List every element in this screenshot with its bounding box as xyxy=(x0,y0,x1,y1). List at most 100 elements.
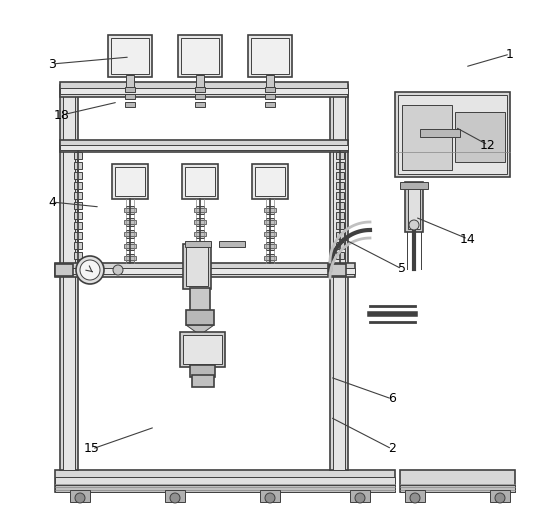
Bar xyxy=(333,85,345,470)
Bar xyxy=(74,222,82,229)
Bar xyxy=(265,102,275,107)
Bar xyxy=(264,208,276,212)
Bar xyxy=(266,218,274,226)
Bar xyxy=(126,75,134,87)
Bar xyxy=(196,206,204,214)
Bar xyxy=(74,242,82,249)
Bar xyxy=(60,88,348,94)
Bar xyxy=(408,185,420,229)
Bar xyxy=(126,230,134,238)
Bar xyxy=(336,212,344,219)
Polygon shape xyxy=(186,325,214,335)
Bar xyxy=(455,112,505,162)
Bar xyxy=(190,288,210,312)
Bar xyxy=(336,242,344,249)
Bar xyxy=(115,167,145,196)
Bar xyxy=(194,256,206,260)
Bar xyxy=(55,268,355,274)
Bar xyxy=(264,220,276,224)
Text: 14: 14 xyxy=(460,233,476,245)
Bar xyxy=(74,202,82,209)
Text: 15: 15 xyxy=(84,443,100,455)
Bar xyxy=(194,244,206,248)
Bar xyxy=(336,162,344,169)
Bar xyxy=(181,38,219,74)
Bar xyxy=(74,232,82,239)
Bar xyxy=(74,182,82,189)
Bar xyxy=(336,172,344,179)
Bar xyxy=(74,212,82,219)
Circle shape xyxy=(410,493,420,503)
Bar xyxy=(350,490,370,502)
Bar xyxy=(74,152,82,159)
Bar xyxy=(180,332,225,367)
Text: 18: 18 xyxy=(54,108,70,122)
Text: 3: 3 xyxy=(48,57,56,70)
Bar xyxy=(185,167,215,196)
Bar xyxy=(328,264,346,276)
Circle shape xyxy=(80,260,100,280)
Bar xyxy=(183,335,222,364)
Bar xyxy=(74,192,82,199)
Bar xyxy=(264,244,276,248)
Bar xyxy=(400,470,515,492)
Bar xyxy=(400,182,428,189)
Bar xyxy=(219,241,245,247)
Bar xyxy=(125,102,135,107)
Bar xyxy=(55,470,395,492)
Bar xyxy=(260,490,280,502)
Bar xyxy=(74,252,82,259)
Bar xyxy=(196,254,204,262)
Bar xyxy=(112,164,148,199)
Bar xyxy=(70,490,90,502)
Bar xyxy=(74,172,82,179)
Bar xyxy=(196,218,204,226)
Bar xyxy=(196,242,204,250)
Bar xyxy=(336,222,344,229)
Bar xyxy=(405,182,423,232)
Bar xyxy=(266,75,274,87)
Bar xyxy=(125,94,135,99)
Bar xyxy=(196,75,204,87)
Bar xyxy=(124,232,136,236)
Circle shape xyxy=(113,265,123,275)
Bar xyxy=(126,242,134,250)
Circle shape xyxy=(355,493,365,503)
Bar xyxy=(255,167,285,196)
Bar xyxy=(336,232,344,239)
Bar xyxy=(108,35,152,77)
Bar xyxy=(124,208,136,212)
Bar xyxy=(55,263,355,277)
Bar xyxy=(165,490,185,502)
Bar xyxy=(266,242,274,250)
Circle shape xyxy=(170,493,180,503)
Text: 5: 5 xyxy=(398,263,406,275)
Bar xyxy=(195,94,205,99)
Circle shape xyxy=(495,493,505,503)
Text: 6: 6 xyxy=(388,392,396,406)
Bar xyxy=(251,38,289,74)
Bar xyxy=(194,220,206,224)
Bar xyxy=(74,162,82,169)
Bar xyxy=(266,206,274,214)
Bar xyxy=(336,192,344,199)
Bar xyxy=(186,247,208,286)
Text: 2: 2 xyxy=(388,443,396,455)
Bar xyxy=(194,208,206,212)
Bar xyxy=(190,365,215,377)
Bar xyxy=(264,232,276,236)
Bar xyxy=(266,254,274,262)
Circle shape xyxy=(76,256,104,284)
Bar xyxy=(405,490,425,502)
Bar xyxy=(336,252,344,259)
Bar xyxy=(55,477,395,485)
Bar xyxy=(63,85,75,470)
Text: 12: 12 xyxy=(480,138,496,152)
Bar xyxy=(126,254,134,262)
Bar xyxy=(264,256,276,260)
Bar xyxy=(55,264,73,276)
Bar xyxy=(194,232,206,236)
Bar xyxy=(398,95,507,174)
Text: 4: 4 xyxy=(48,196,56,208)
Bar xyxy=(195,87,205,92)
